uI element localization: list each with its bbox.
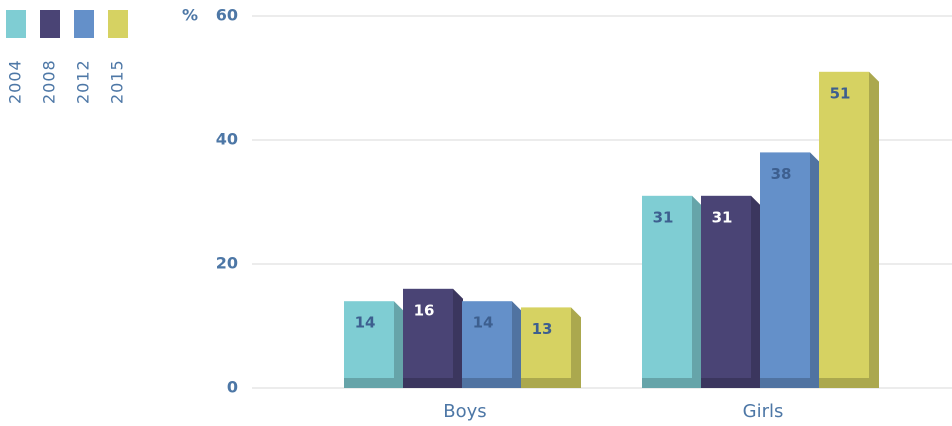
x-tick-label: Girls xyxy=(743,401,784,422)
data-label: 51 xyxy=(830,84,851,102)
legend-swatch xyxy=(6,10,26,38)
bar-base xyxy=(403,378,463,388)
legend-label: 2008 xyxy=(40,59,59,104)
x-tick-label: Boys xyxy=(443,401,486,422)
bar-base xyxy=(819,378,879,388)
bar xyxy=(819,71,869,389)
bar xyxy=(760,152,810,388)
data-label: 14 xyxy=(355,314,376,332)
bar-base xyxy=(642,378,702,388)
bar xyxy=(403,288,453,388)
y-tick-label: 60 xyxy=(216,6,238,25)
legend-swatch xyxy=(74,10,94,38)
bar-side xyxy=(571,307,581,388)
data-label: 13 xyxy=(532,320,553,338)
bar xyxy=(462,301,512,388)
bar xyxy=(521,307,571,388)
bar-base xyxy=(701,378,761,388)
y-tick-label: 40 xyxy=(216,130,238,149)
bar-base xyxy=(462,378,522,388)
bar-side xyxy=(394,301,404,388)
legend-label: 2012 xyxy=(74,59,93,104)
data-label: 31 xyxy=(653,208,674,226)
bar-base xyxy=(521,378,581,388)
bar xyxy=(344,301,394,388)
bar-side xyxy=(512,301,522,388)
y-tick-label: 20 xyxy=(216,254,238,273)
data-label: 16 xyxy=(414,301,435,319)
bar-base xyxy=(760,378,820,388)
bar-side xyxy=(751,195,761,388)
legend-swatch xyxy=(108,10,128,38)
bar-side xyxy=(810,152,820,388)
y-tick-label: 0 xyxy=(227,378,238,397)
legend-label: 2004 xyxy=(6,59,25,104)
bar xyxy=(701,195,751,388)
data-label: 31 xyxy=(712,208,733,226)
y-axis-label: % xyxy=(182,6,198,25)
legend-swatch xyxy=(40,10,60,38)
bar-side xyxy=(692,195,702,388)
bar-side xyxy=(869,71,879,389)
data-label: 14 xyxy=(473,314,494,332)
bar-base xyxy=(344,378,404,388)
data-label: 38 xyxy=(771,165,792,183)
legend-label: 2015 xyxy=(108,59,127,104)
bar-side xyxy=(453,288,463,388)
bar xyxy=(642,195,692,388)
